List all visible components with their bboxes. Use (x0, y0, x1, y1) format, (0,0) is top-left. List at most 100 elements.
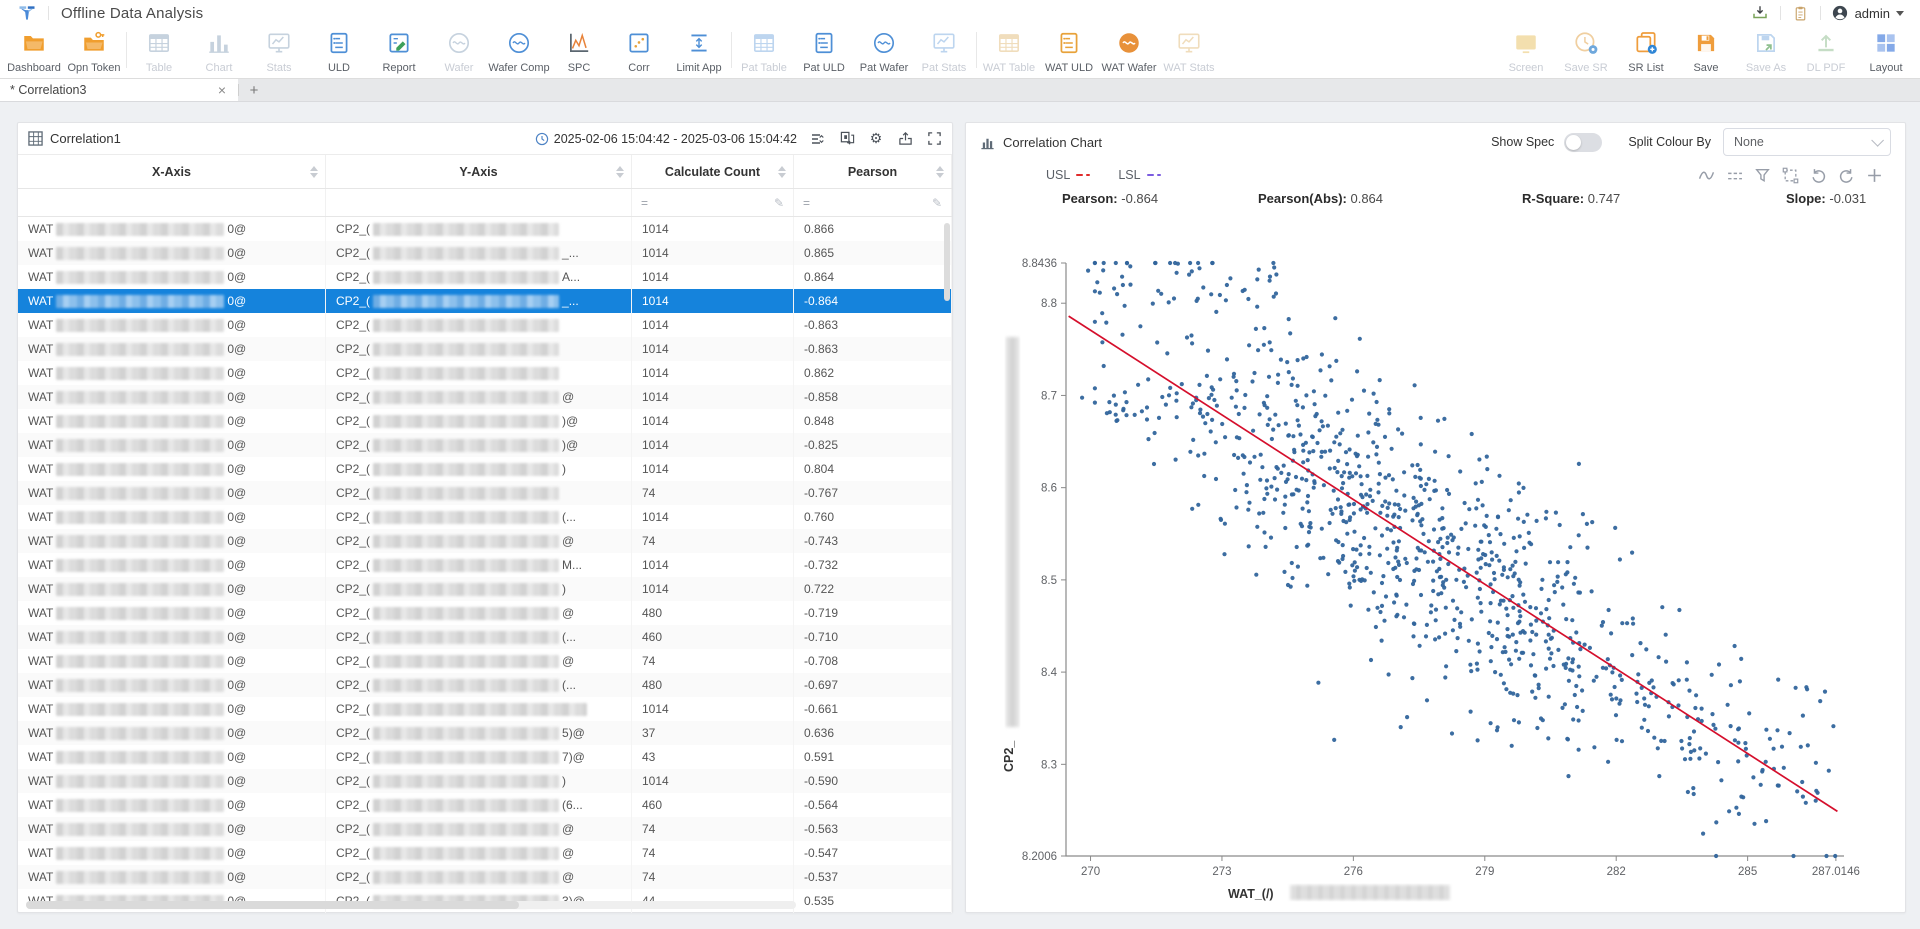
table-row[interactable]: WAT0@ CP2_(5)@ 37 0.636 (18, 721, 952, 745)
table-row[interactable]: WAT0@ CP2_(@ 74 -0.708 (18, 649, 952, 673)
table-row[interactable]: WAT0@ CP2_(A... 1014 0.864 (18, 265, 952, 289)
table-row[interactable]: WAT0@ CP2_( 1014 -0.863 (18, 337, 952, 361)
sort-icon[interactable] (778, 166, 786, 178)
toolbar-button-layout[interactable]: Layout (1856, 28, 1916, 74)
curve-icon[interactable] (1698, 167, 1715, 184)
redacted-text (56, 271, 224, 284)
clipboard-icon[interactable] (1791, 4, 1810, 23)
table-row[interactable]: WAT0@ CP2_( 1014 -0.863 (18, 313, 952, 337)
toolbar-button-pat-wafer[interactable]: Pat Wafer (854, 28, 914, 74)
chart-legend-row: USL LSL (966, 161, 1905, 189)
toolbar-label: SPC (568, 62, 591, 74)
download-icon[interactable] (1751, 4, 1770, 23)
user-menu[interactable]: admin (1831, 4, 1904, 22)
vertical-scrollbar[interactable] (944, 223, 950, 301)
toolbar-button-dashboard[interactable]: Dashboard (4, 28, 64, 74)
split-colour-value: None (1734, 135, 1871, 149)
redacted-text (373, 319, 559, 332)
funnel-icon[interactable] (1754, 167, 1771, 184)
table-row[interactable]: WAT0@ CP2_()@ 1014 -0.825 (18, 433, 952, 457)
table-row[interactable]: WAT0@ CP2_( 1014 0.862 (18, 361, 952, 385)
toolbar-group-divider (126, 32, 127, 68)
redacted-text (56, 679, 224, 692)
table-row[interactable]: WAT0@ CP2_((6... 460 -0.564 (18, 793, 952, 817)
table-row[interactable]: WAT0@ CP2_((... 460 -0.710 (18, 625, 952, 649)
column-header-calculate-count[interactable]: Calculate Count (632, 155, 794, 188)
sort-icon[interactable] (936, 166, 944, 178)
tab-correlation3[interactable]: * Correlation3 × (0, 79, 238, 101)
gear-icon[interactable]: ⚙ (868, 131, 884, 147)
undo-icon[interactable] (1810, 167, 1827, 184)
tab-add-button[interactable]: + (239, 79, 269, 101)
chart-icon (206, 30, 232, 61)
filter-calculate-count[interactable]: =✎ (632, 189, 794, 216)
table-row[interactable]: WAT0@ CP2_(@ 74 -0.563 (18, 817, 952, 841)
plus-icon[interactable] (1866, 167, 1883, 184)
swap-icon[interactable] (839, 131, 855, 147)
sort-icon[interactable] (616, 166, 624, 178)
toolbar-button-uld[interactable]: ULD (309, 28, 369, 74)
redacted-text (373, 655, 559, 668)
toolbar-button-opn-token[interactable]: Opn Token (64, 28, 124, 74)
redacted-text (56, 655, 224, 668)
scatter-plot[interactable]: 8.2006 8.3 8.4 8.5 8.6 8.7 8.8 8.8436 27… (966, 219, 1907, 914)
table-row[interactable]: WAT0@ CP2_( 1014 0.866 (18, 217, 952, 241)
table-row[interactable]: WAT0@ CP2_(@ 1014 -0.858 (18, 385, 952, 409)
toolbar-button-corr[interactable]: Corr (609, 28, 669, 74)
table-row[interactable]: WAT0@ CP2_() 1014 -0.590 (18, 769, 952, 793)
table-row[interactable]: WAT0@ CP2_((... 480 -0.697 (18, 673, 952, 697)
collapse-icon[interactable] (810, 131, 826, 147)
redo-icon[interactable] (1838, 167, 1855, 184)
toolbar-button-wat-uld[interactable]: WAT ULD (1039, 28, 1099, 74)
table-row[interactable]: WAT0@ CP2_(@ 74 -0.537 (18, 865, 952, 889)
table-row[interactable]: WAT0@ CP2_( 74 -0.767 (18, 481, 952, 505)
table-row[interactable]: WAT0@ CP2_(@ 480 -0.719 (18, 601, 952, 625)
tab-close-icon[interactable]: × (216, 82, 228, 98)
show-spec-toggle[interactable] (1564, 133, 1602, 152)
table-row[interactable]: WAT0@ CP2_( 1014 -0.661 (18, 697, 952, 721)
table-row[interactable]: WAT0@ CP2_(@ 74 -0.547 (18, 841, 952, 865)
fullscreen-icon[interactable] (926, 131, 942, 147)
column-header-pearson[interactable]: Pearson (794, 155, 952, 188)
toolbar-button-save[interactable]: Save (1676, 28, 1736, 74)
table-row[interactable]: WAT0@ CP2_() 1014 0.804 (18, 457, 952, 481)
main-toolbar: Dashboard Opn Token Table Chart Stats UL… (0, 26, 1920, 78)
toolbar-button-wat-wafer[interactable]: WAT Wafer (1099, 28, 1159, 74)
redacted-text (373, 439, 559, 452)
toolbar-button-wafer-comp[interactable]: Wafer Comp (489, 28, 549, 74)
filter-pearson[interactable]: =✎ (794, 189, 952, 216)
redacted-text (373, 295, 559, 308)
frame-icon[interactable] (1782, 167, 1799, 184)
table-row[interactable]: WAT0@ CP2_()@ 1014 0.848 (18, 409, 952, 433)
table-row[interactable]: WAT0@ CP2_() 1014 0.722 (18, 577, 952, 601)
wafer-comp-icon (506, 30, 532, 61)
toolbar-button-report[interactable]: Report (369, 28, 429, 74)
stat-r-square-: R-Square: 0.747 (1522, 191, 1620, 206)
table-row[interactable]: WAT0@ CP2_(@ 74 -0.743 (18, 529, 952, 553)
toolbar-label: Save SR (1564, 62, 1607, 74)
toolbar-button-pat-uld[interactable]: Pat ULD (794, 28, 854, 74)
table-row[interactable]: WAT0@ CP2_(7)@ 43 0.591 (18, 745, 952, 769)
legend-item-usl[interactable]: USL (1046, 168, 1090, 182)
redacted-text (56, 799, 224, 812)
table-panel-title: Correlation1 (50, 131, 121, 146)
toolbar-button-limit-app[interactable]: Limit App (669, 28, 729, 74)
toolbar-button-spc[interactable]: SPC (549, 28, 609, 74)
table-row[interactable]: WAT0@ CP2_(_... 1014 0.865 (18, 241, 952, 265)
table-row-selected[interactable]: WAT0@ CP2_(_... 1014 -0.864 (18, 289, 952, 313)
legend-item-lsl[interactable]: LSL (1118, 168, 1160, 182)
svg-text:282: 282 (1607, 866, 1626, 878)
table-row[interactable]: WAT0@ CP2_(M... 1014 -0.732 (18, 553, 952, 577)
dash-icon[interactable] (1726, 167, 1743, 184)
export-icon[interactable] (897, 131, 913, 147)
column-header-y-axis[interactable]: Y-Axis (326, 155, 632, 188)
toolbar-button-sr-list[interactable]: SR List (1616, 28, 1676, 74)
column-header-x-axis[interactable]: X-Axis (18, 155, 326, 188)
toolbar-label: WAT Table (983, 62, 1035, 74)
table-row[interactable]: WAT0@ CP2_((... 1014 0.760 (18, 505, 952, 529)
horizontal-scrollbar[interactable] (26, 901, 796, 909)
save-icon (1693, 30, 1719, 61)
sort-icon[interactable] (310, 166, 318, 178)
split-colour-select[interactable]: None (1723, 128, 1891, 156)
redacted-text (373, 751, 559, 764)
